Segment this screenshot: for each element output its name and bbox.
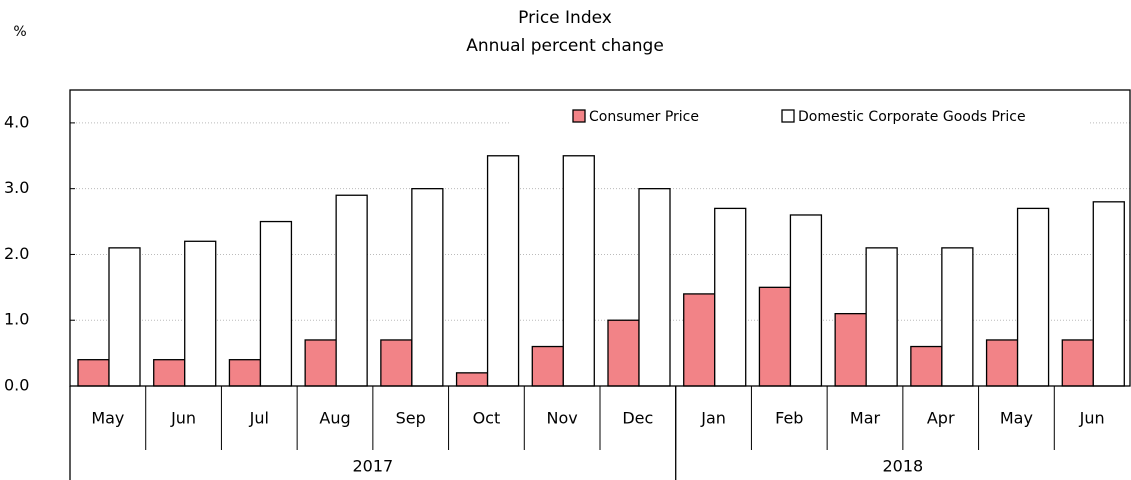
year-label: 2017 bbox=[352, 457, 393, 476]
bar bbox=[607, 319, 640, 387]
bar bbox=[562, 155, 595, 387]
bar bbox=[259, 220, 293, 387]
x-tick-label: May bbox=[91, 409, 124, 428]
bar bbox=[380, 339, 413, 387]
bar bbox=[304, 339, 337, 387]
bar bbox=[335, 194, 368, 387]
bar bbox=[865, 247, 898, 387]
bar bbox=[184, 240, 217, 387]
x-tick-label: Dec bbox=[622, 409, 653, 428]
x-tick-label: Sep bbox=[396, 409, 426, 428]
bar bbox=[834, 312, 867, 387]
legend-background bbox=[510, 100, 1090, 134]
x-tick-label: Aug bbox=[319, 409, 350, 428]
bar bbox=[789, 214, 823, 387]
bar bbox=[941, 247, 974, 387]
year-label: 2018 bbox=[882, 457, 923, 476]
bar bbox=[683, 293, 716, 387]
x-tick-label: Jun bbox=[170, 409, 196, 428]
x-tick-label: Feb bbox=[775, 409, 803, 428]
bar bbox=[910, 345, 943, 387]
y-unit: % bbox=[13, 24, 26, 40]
legend-swatch bbox=[572, 109, 586, 123]
x-tick-label: Jun bbox=[1079, 409, 1105, 428]
bar bbox=[638, 188, 671, 387]
bar bbox=[714, 207, 747, 387]
bar bbox=[77, 359, 110, 387]
x-tick-label: Jan bbox=[700, 409, 726, 428]
bar bbox=[153, 359, 186, 387]
y-tick-label: 2.0 bbox=[4, 244, 29, 263]
legend-swatch bbox=[781, 109, 795, 123]
legend-label: Domestic Corporate Goods Price bbox=[798, 109, 1026, 125]
bar bbox=[1092, 201, 1125, 387]
bar bbox=[985, 339, 1019, 387]
bar bbox=[1061, 339, 1094, 387]
bar bbox=[411, 188, 444, 387]
x-tick-label: Jul bbox=[249, 409, 269, 428]
bar bbox=[531, 345, 564, 387]
y-tick-label: 1.0 bbox=[4, 310, 29, 329]
legend-label: Consumer Price bbox=[589, 109, 699, 125]
bar bbox=[108, 247, 141, 387]
chart-subtitle: Annual percent change bbox=[466, 36, 664, 56]
chart-title: Price Index bbox=[518, 8, 612, 28]
y-tick-label: 4.0 bbox=[4, 112, 29, 131]
bar bbox=[455, 372, 489, 387]
bar bbox=[228, 359, 262, 387]
bar bbox=[758, 286, 792, 387]
x-tick-label: Apr bbox=[927, 409, 955, 428]
y-tick-label: 0.0 bbox=[4, 376, 29, 395]
bar bbox=[486, 155, 520, 387]
plot-frame bbox=[69, 89, 1131, 387]
bar bbox=[1016, 207, 1050, 387]
x-tick-label: Nov bbox=[547, 409, 578, 428]
x-tick-label: Oct bbox=[473, 409, 501, 428]
x-tick-label: May bbox=[1000, 409, 1033, 428]
y-tick-label: 3.0 bbox=[4, 178, 29, 197]
x-tick-label: Mar bbox=[850, 409, 881, 428]
